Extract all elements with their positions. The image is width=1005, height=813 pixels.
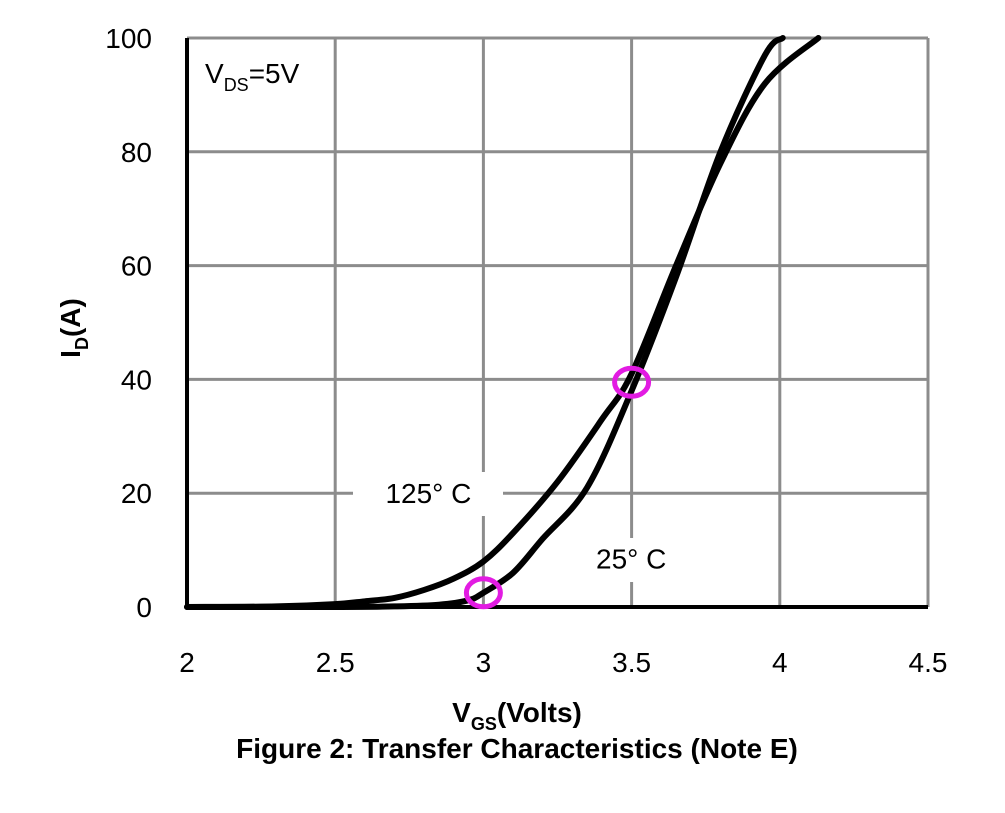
x-axis-title-sub: GS xyxy=(471,714,497,734)
x-tick-label: 3.5 xyxy=(612,647,651,678)
marker-3V xyxy=(463,576,503,610)
x-tick-label: 4 xyxy=(772,647,788,678)
annotation-bg-25c xyxy=(561,538,679,582)
series-line-1 xyxy=(184,35,786,611)
annotation-bg-125c xyxy=(353,472,503,516)
marker-3.5V xyxy=(612,365,652,399)
y-axis-title-rest: (A) xyxy=(55,298,86,337)
tick-labels: 2 2.5 3 3.5 4 4.5 0 20 40 60 80 100 xyxy=(105,23,947,678)
grid xyxy=(187,36,930,607)
x-tick-label: 2 xyxy=(179,647,195,678)
x-tick-label: 3 xyxy=(476,647,492,678)
y-tick-label: 60 xyxy=(121,251,152,282)
x-axis-title-rest: (Volts) xyxy=(497,697,582,728)
y-tick-label: 0 xyxy=(136,592,152,623)
y-tick-label: 80 xyxy=(121,137,152,168)
y-axis-title-main: I xyxy=(55,350,86,358)
x-axis-title-main: V xyxy=(452,697,471,728)
y-axis-title: ID(A) xyxy=(55,298,92,358)
x-tick-label: 4.5 xyxy=(909,647,948,678)
series-curves: 125° C 25° C xyxy=(184,35,822,611)
y-tick-label: 100 xyxy=(105,23,152,54)
condition-label-main: V xyxy=(205,58,224,89)
y-tick-label: 40 xyxy=(121,364,152,395)
figure-caption: Figure 2: Transfer Characteristics (Note… xyxy=(236,733,798,764)
series-annotation-0: 125° C xyxy=(385,478,471,509)
series-line-0 xyxy=(184,35,822,610)
condition-label: VDS=5V xyxy=(205,58,300,95)
x-axis-title: VGS(Volts) xyxy=(452,697,582,734)
condition-label-sub: DS xyxy=(224,75,249,95)
condition-label-rest: =5V xyxy=(249,58,300,89)
series-annotation-1: 25° C xyxy=(596,544,666,575)
condition-label-bg xyxy=(193,52,331,98)
x-tick-label: 2.5 xyxy=(316,647,355,678)
highlight-markers xyxy=(463,365,652,610)
y-tick-label: 20 xyxy=(121,478,152,509)
y-axis-title-sub: D xyxy=(72,337,92,350)
